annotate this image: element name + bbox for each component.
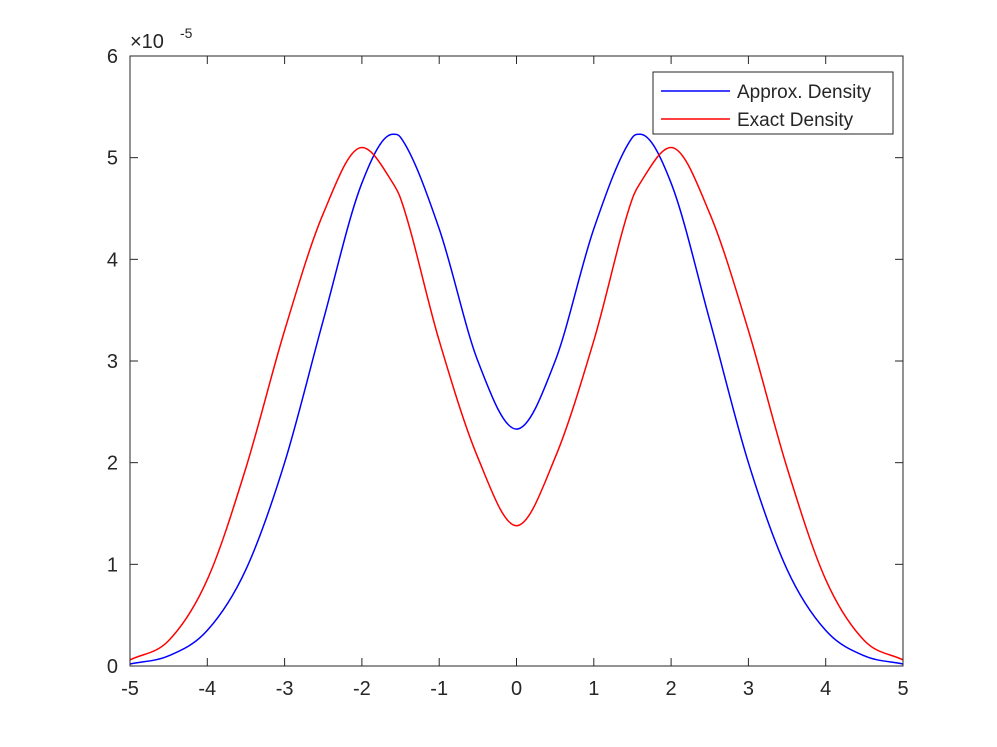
plot-area [130, 56, 903, 666]
y-tick-label: 0 [107, 656, 118, 678]
x-tick-label: 2 [666, 678, 677, 700]
y-tick-label: 4 [107, 249, 118, 271]
y-tick-label: 5 [107, 148, 118, 170]
y-tick-label: 2 [107, 453, 118, 475]
exact-density-line [129, 146, 904, 661]
x-tick-label: 0 [511, 678, 522, 700]
y-tick-label: 1 [107, 554, 118, 576]
legend-label-approx: Approx. Density [737, 82, 872, 103]
y-exponent-base: ×10 [130, 31, 164, 53]
y-exponent-power: -5 [180, 25, 193, 41]
x-tick-label: 5 [897, 678, 908, 700]
approx-density-line [129, 133, 904, 665]
y-tick-label: 3 [107, 351, 118, 373]
x-tick-label: -1 [430, 678, 448, 700]
y-exponent: ×10 -5 [130, 25, 193, 53]
tick-labels: -5 -4 -3 -2 -1 0 1 2 3 4 5 0 1 2 3 4 5 6 [107, 46, 909, 700]
x-tick-label: 3 [743, 678, 754, 700]
x-tick-label: -3 [276, 678, 294, 700]
y-tick-label: 6 [107, 46, 118, 68]
legend-label-exact: Exact Density [737, 110, 854, 131]
series-lines [129, 133, 904, 665]
tick-marks [129, 55, 904, 667]
x-tick-label: -2 [353, 678, 371, 700]
x-tick-label: 4 [820, 678, 831, 700]
x-tick-label: 1 [588, 678, 599, 700]
x-tick-label: -4 [198, 678, 216, 700]
legend: Approx. Density Exact Density [652, 71, 894, 135]
x-tick-label: -5 [121, 678, 139, 700]
legend-box [652, 71, 894, 135]
